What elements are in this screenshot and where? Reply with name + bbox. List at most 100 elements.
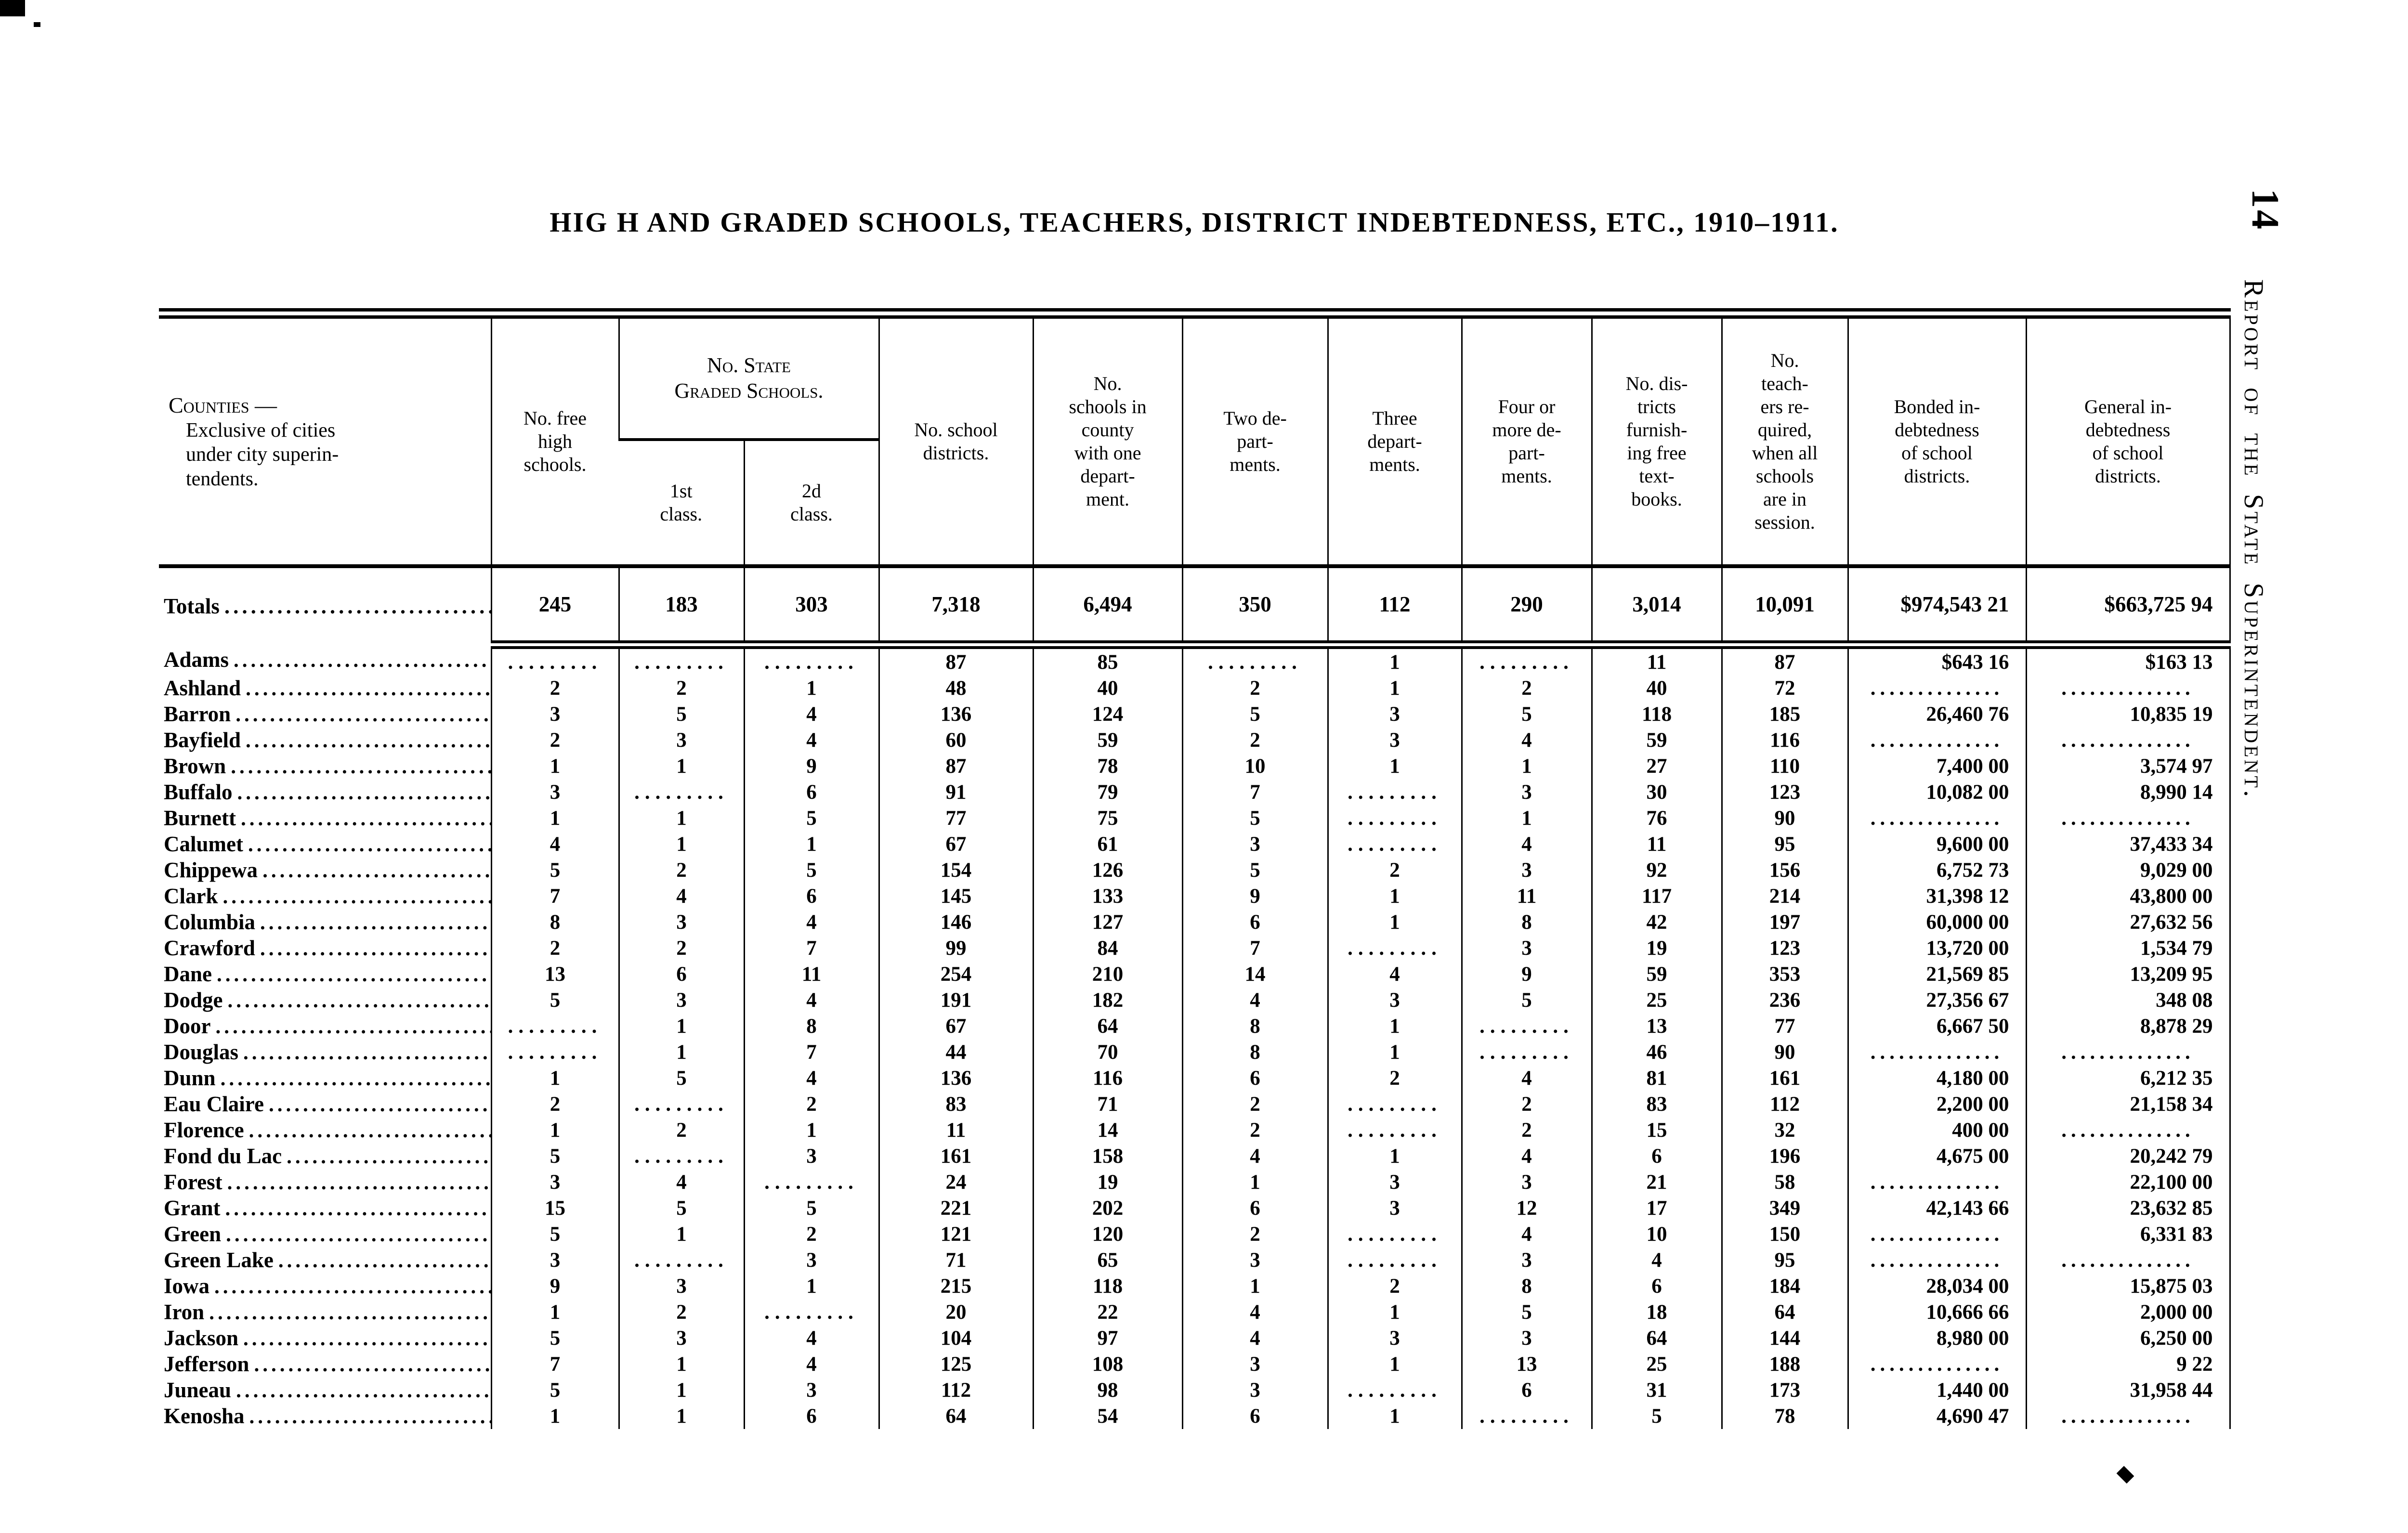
table-cell: 2 bbox=[1181, 727, 1328, 753]
table-cell bbox=[2025, 1039, 2230, 1065]
table-cell: 87 bbox=[878, 645, 1034, 675]
county-name: Totals bbox=[164, 594, 220, 618]
table-cell: 10 bbox=[1591, 1221, 1722, 1247]
table-cell: 116 bbox=[1032, 1065, 1183, 1091]
county-cell: Ashland bbox=[159, 675, 491, 701]
table-row: Green51212112024101506,331 83 bbox=[159, 1221, 2230, 1247]
table-cell: 42,143 66 bbox=[1847, 1195, 2027, 1221]
table-cell: 6,494 bbox=[1032, 566, 1183, 649]
table-cell bbox=[618, 779, 744, 805]
table-cell bbox=[1461, 1039, 1592, 1065]
table-cell: 5 bbox=[1461, 701, 1592, 727]
table-cell: 3 bbox=[1327, 987, 1462, 1013]
county-name: Clark bbox=[164, 883, 218, 908]
header-first-class: 1st class. bbox=[619, 440, 744, 568]
table-cell: 1 bbox=[1327, 1403, 1462, 1429]
table-cell: 5 bbox=[490, 1143, 619, 1169]
table-cell: 6,667 50 bbox=[1847, 1013, 2027, 1039]
table-cell: 4 bbox=[490, 831, 619, 857]
table-cell: 400 00 bbox=[1847, 1117, 2027, 1143]
table-cell: $974,543 21 bbox=[1847, 566, 2027, 649]
table-cell: 245 bbox=[490, 566, 619, 649]
dot-leader bbox=[269, 1093, 491, 1116]
table-cell: 215 bbox=[878, 1273, 1034, 1299]
table-cell: 46 bbox=[1591, 1039, 1722, 1065]
table-cell: 40 bbox=[1032, 675, 1183, 701]
table-cell: 5 bbox=[1591, 1403, 1722, 1429]
table-cell: 20 bbox=[878, 1299, 1034, 1325]
table-cell: 6 bbox=[1461, 1377, 1592, 1403]
table-cell bbox=[2025, 727, 2230, 753]
table-cell: 2 bbox=[1181, 1221, 1328, 1247]
table-cell: 11 bbox=[1591, 645, 1722, 675]
county-cell: Door bbox=[159, 1013, 491, 1039]
table-cell: 1 bbox=[618, 1221, 744, 1247]
table-cell: 3 bbox=[743, 1377, 879, 1403]
county-name: Iowa bbox=[164, 1273, 210, 1298]
county-name: Forest bbox=[164, 1169, 222, 1194]
table-cell bbox=[1847, 1247, 2027, 1273]
table-cell: 95 bbox=[1721, 1247, 1848, 1273]
county-cell: Iron bbox=[159, 1299, 491, 1325]
table-cell: 1 bbox=[1461, 753, 1592, 779]
table-cell: 1 bbox=[1327, 753, 1462, 779]
county-cell: Jackson bbox=[159, 1325, 491, 1351]
table-cell: 15,875 03 bbox=[2025, 1273, 2230, 1299]
table-cell: 10,666 66 bbox=[1847, 1299, 2027, 1325]
table-cell: 214 bbox=[1721, 883, 1848, 909]
table-cell: 76 bbox=[1591, 805, 1722, 831]
table-cell: 1 bbox=[1327, 1143, 1462, 1169]
table-cell: 2 bbox=[1461, 675, 1592, 701]
table-cell: 91 bbox=[878, 779, 1034, 805]
table-cell: 8 bbox=[490, 909, 619, 935]
table-cell: 1 bbox=[618, 1013, 744, 1039]
table-row: Ashland22148402124072 bbox=[159, 675, 2230, 701]
dot-leader bbox=[246, 677, 491, 700]
table-cell: 7 bbox=[743, 1039, 879, 1065]
table-cell: 9 bbox=[743, 753, 879, 779]
table-cell: 156 bbox=[1721, 857, 1848, 883]
table-cell: 3 bbox=[1327, 1325, 1462, 1351]
county-name: Fond du Lac bbox=[164, 1143, 282, 1168]
table-cell: 2 bbox=[1181, 1117, 1328, 1143]
table-cell: 78 bbox=[1032, 753, 1183, 779]
table-cell bbox=[618, 1247, 744, 1273]
table-cell: 4 bbox=[1461, 1143, 1592, 1169]
table-cell: 5 bbox=[490, 1377, 619, 1403]
table-cell: 87 bbox=[878, 753, 1034, 779]
table-cell: 9 bbox=[490, 1273, 619, 1299]
table-cell: 123 bbox=[1721, 779, 1848, 805]
county-cell: Columbia bbox=[159, 909, 491, 935]
table-cell: 4 bbox=[743, 701, 879, 727]
table-cell: 133 bbox=[1032, 883, 1183, 909]
table-cell: 1 bbox=[1461, 805, 1592, 831]
table-cell: 3 bbox=[490, 701, 619, 727]
county-name: Jackson bbox=[164, 1325, 239, 1350]
table-cell: 104 bbox=[878, 1325, 1034, 1351]
table-cell: 6 bbox=[618, 961, 744, 987]
table-cell: 4 bbox=[743, 727, 879, 753]
table-cell: 196 bbox=[1721, 1143, 1848, 1169]
table-cell: 3 bbox=[1327, 727, 1462, 753]
dot-leader bbox=[226, 1223, 491, 1246]
table-cell: 4 bbox=[1181, 987, 1328, 1013]
table-cell: 117 bbox=[1591, 883, 1722, 909]
table-cell: 4 bbox=[618, 883, 744, 909]
dot-leader bbox=[254, 1353, 491, 1376]
table-cell: 2 bbox=[1327, 857, 1462, 883]
table-cell: 154 bbox=[878, 857, 1034, 883]
dot-leader bbox=[228, 989, 492, 1012]
table-cell: 127 bbox=[1032, 909, 1183, 935]
county-name: Ashland bbox=[164, 676, 241, 700]
table-cell: 7 bbox=[490, 883, 619, 909]
table-cell: 65 bbox=[1032, 1247, 1183, 1273]
table-cell: 83 bbox=[1591, 1091, 1722, 1117]
table-cell: 221 bbox=[878, 1195, 1034, 1221]
table-cell: 1 bbox=[1327, 645, 1462, 675]
table-cell bbox=[1847, 675, 2027, 701]
table-cell: 4 bbox=[1181, 1325, 1328, 1351]
table-cell: 5 bbox=[490, 987, 619, 1013]
table-cell: 59 bbox=[1591, 727, 1722, 753]
county-cell: Kenosha bbox=[159, 1403, 491, 1429]
header-second-class: 2d class. bbox=[743, 440, 879, 568]
